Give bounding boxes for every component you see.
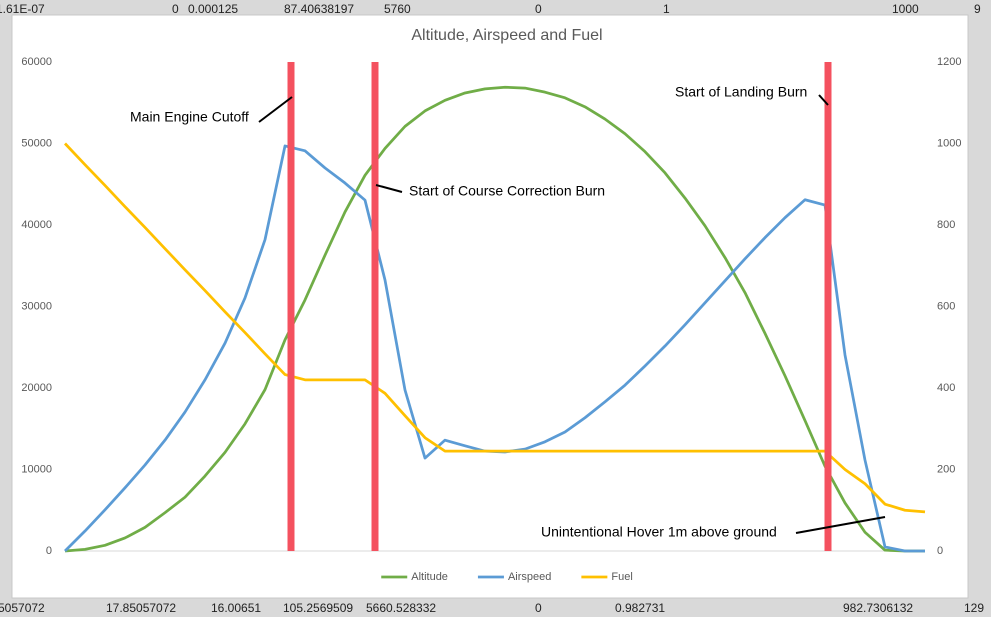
cell: 105.2569509 [283,601,353,615]
cell: 982.7306132 [843,601,913,615]
sheet-bottom-row: 5057072 17.85057072 16.00651 105.2569509… [0,601,984,615]
cell: 1000 [892,2,919,16]
chart-area [11,14,969,599]
annotation: Main Engine Cutoff [130,109,249,125]
cell: 0 [172,2,179,16]
annotations: Main Engine Cutoff Start of Course Corre… [130,84,886,540]
y-tick-label: 60000 [21,56,52,68]
annotation: Start of Course Correction Burn [409,183,605,199]
leader-line [818,94,829,106]
annotation: Start of Landing Burn [675,84,807,100]
y2-tick-label: 200 [937,463,955,475]
y-tick-label: 0 [46,545,52,557]
y-tick-label: 20000 [21,382,52,394]
cell: 1 [663,2,670,16]
series-line [64,142,926,514]
leader-line [375,184,403,193]
sheet-top-row: 1.61E-07 0 0.000125 87.40638197 5760 0 1… [0,2,981,16]
y2-tick-label: 600 [937,300,955,312]
cell: 5760 [384,2,411,16]
cell: 5057072 [0,601,45,615]
cell: 0 [535,601,542,615]
cell: 0 [535,2,542,16]
y2-tick-label: 0 [937,545,943,557]
y2-tick-label: 1200 [937,56,961,68]
leader-line [258,96,293,123]
legend-label: Fuel [611,571,632,583]
cell: 129 [964,601,984,615]
y2-tick-label: 800 [937,219,955,231]
y-tick-label: 50000 [21,137,52,149]
cell: 1.61E-07 [0,2,45,16]
cell: 16.00651 [211,601,261,615]
legend-label: Altitude [411,571,448,583]
series-line [64,85,925,553]
cell: 0.982731 [615,601,665,615]
annotation: Unintentional Hover 1m above ground [541,524,777,540]
plot: 0 10000 20000 30000 40000 50000 60000 0 200 400 60… [21,56,961,583]
leader-line [795,516,886,534]
cell: 0.000125 [188,2,238,16]
cell: 9 [974,2,981,16]
cell: 87.40638197 [284,2,354,16]
legend-label: Airspeed [508,571,551,583]
y2-tick-label: 1000 [937,137,961,149]
chart-title: Altitude, Airspeed and Fuel [411,27,602,44]
legend: Altitude Airspeed Fuel [381,571,633,583]
cell: 17.85057072 [106,601,176,615]
y-tick-label: 10000 [21,463,52,475]
y2-tick-label: 400 [937,382,955,394]
y-tick-label: 40000 [21,219,52,231]
cell: 5660.528332 [366,601,436,615]
y-tick-label: 30000 [21,300,52,312]
